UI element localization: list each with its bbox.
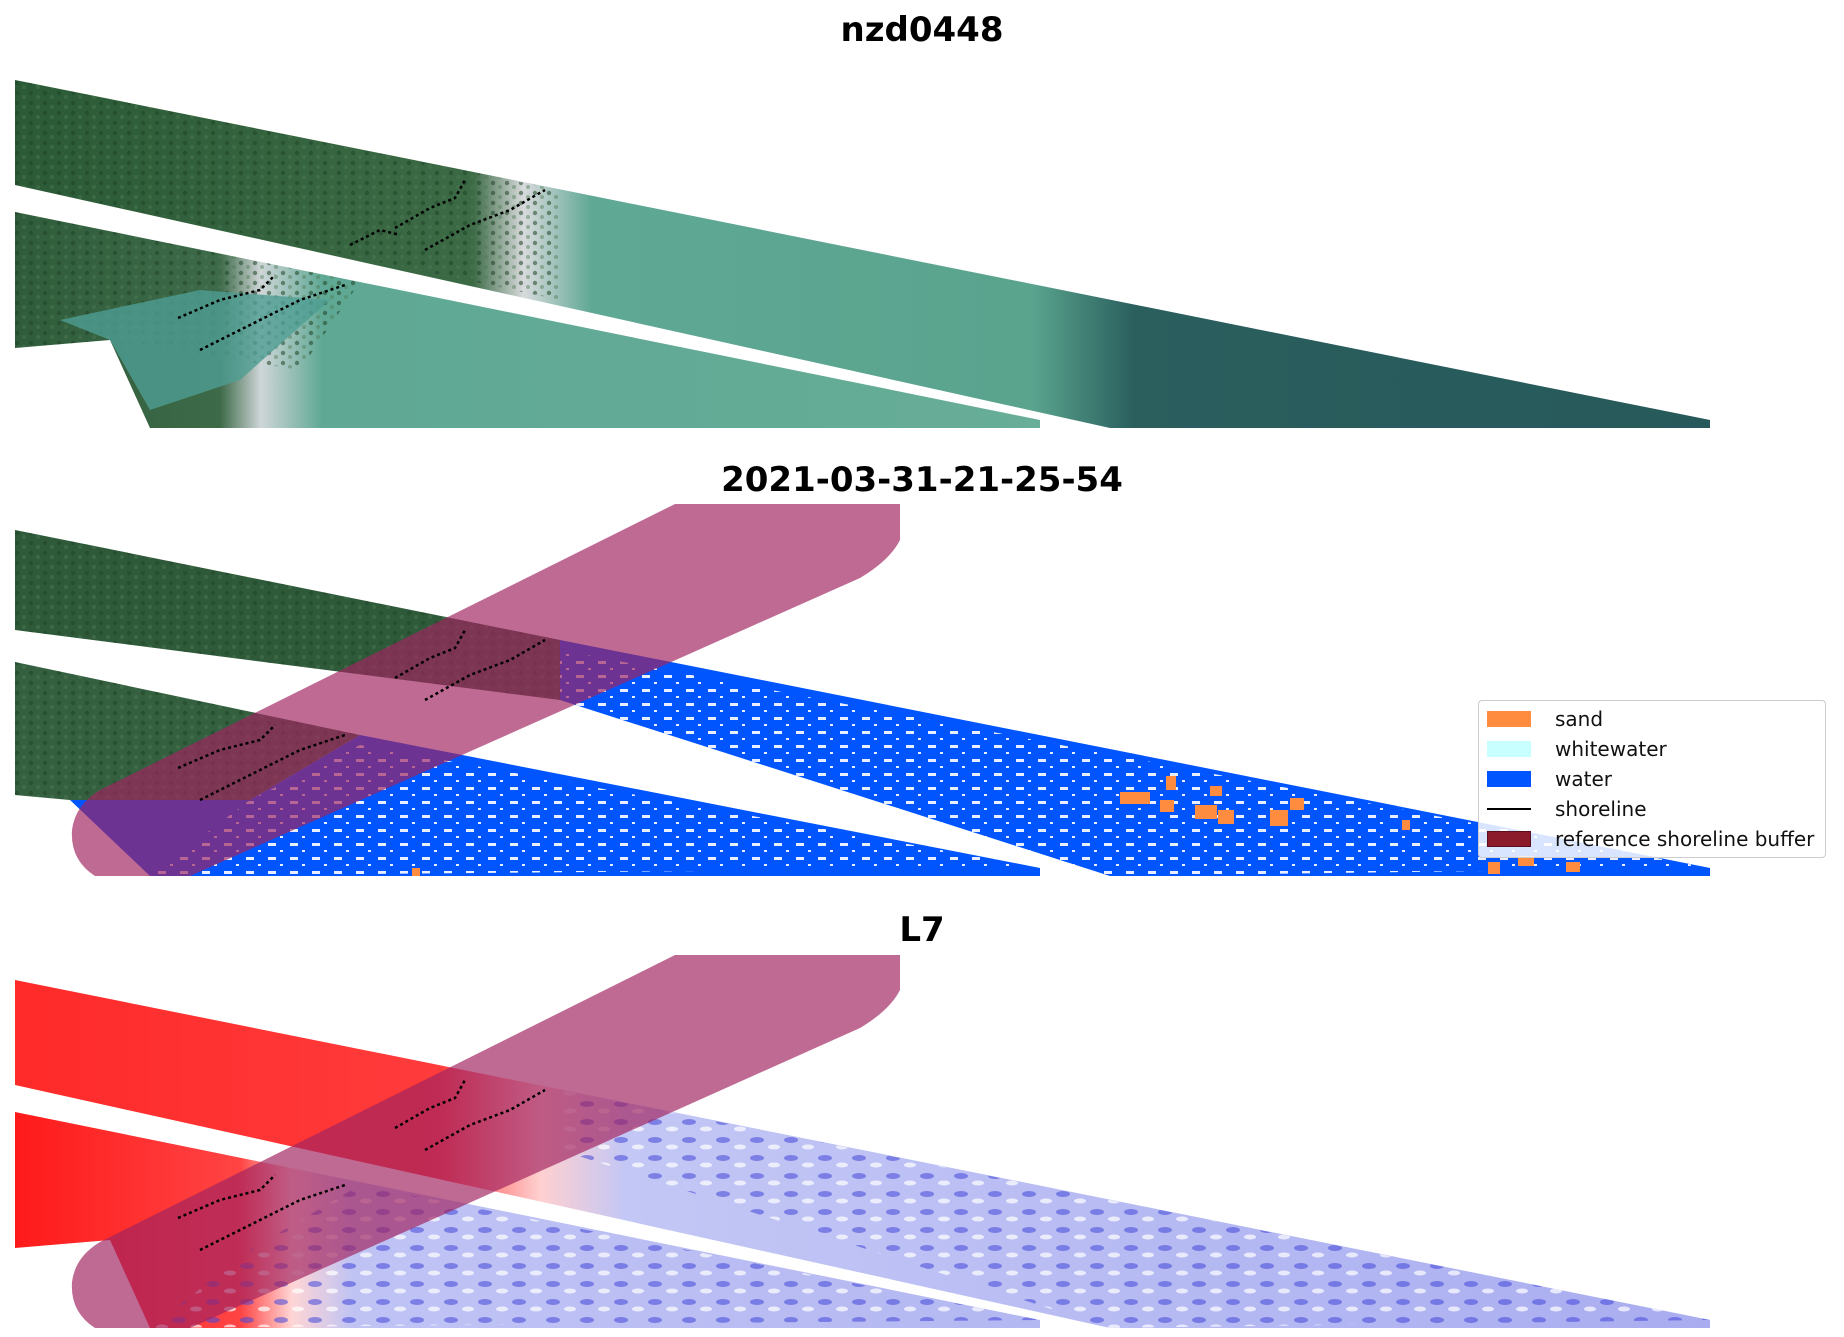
legend-label-buffer: reference shoreline buffer [1555, 827, 1815, 851]
panel-rgb [15, 80, 1710, 428]
legend-swatch-water [1487, 771, 1531, 787]
legend-item-sand: sand [1487, 705, 1603, 733]
upper-index-wave-texture [560, 1090, 1710, 1328]
lagoon [60, 290, 330, 410]
legend: sand whitewater water shoreline referenc… [1478, 700, 1826, 858]
shoreline-index-2 [424, 1088, 546, 1152]
shoreline-upper-2 [424, 188, 546, 252]
legend-item-whitewater: whitewater [1487, 735, 1667, 763]
shoreline-upper-1 [394, 179, 467, 230]
upper-class-water-specks [560, 650, 1710, 876]
legend-item-shoreline: shoreline [1487, 795, 1647, 823]
panel-title-2: 2021-03-31-21-25-54 [721, 460, 1123, 500]
legend-swatch-whitewater [1487, 741, 1531, 757]
panel-title-3: L7 [899, 910, 945, 950]
shoreline-lower-1 [177, 274, 276, 320]
legend-swatch-shoreline [1487, 808, 1531, 810]
legend-label-whitewater: whitewater [1555, 737, 1667, 761]
legend-item-buffer: reference shoreline buffer [1487, 825, 1814, 853]
shoreline-class-1 [394, 629, 467, 680]
shoreline-class-4 [199, 733, 346, 802]
shoreline-index-3 [177, 1174, 276, 1220]
legend-item-water: water [1487, 765, 1612, 793]
legend-label-shoreline: shoreline [1555, 797, 1647, 821]
shoreline-class-3 [177, 724, 276, 770]
legend-label-sand: sand [1555, 707, 1604, 731]
reference-shoreline-buffer-2 [71, 504, 900, 876]
legend-swatch-sand [1487, 711, 1531, 727]
shoreline-index-4 [199, 1183, 346, 1252]
shoreline-class-2 [424, 638, 546, 702]
legend-swatch-buffer [1487, 831, 1531, 847]
panel-classification [15, 504, 1710, 876]
panel-title-1: nzd0448 [840, 10, 1004, 50]
shoreline-lower-2 [199, 283, 346, 352]
reference-shoreline-buffer-3 [71, 955, 900, 1328]
shoreline-index-1 [394, 1079, 467, 1130]
legend-label-water: water [1555, 767, 1612, 791]
sand-patches [412, 776, 1580, 876]
panel-index [15, 955, 1710, 1328]
upper-image-texture [15, 80, 560, 300]
